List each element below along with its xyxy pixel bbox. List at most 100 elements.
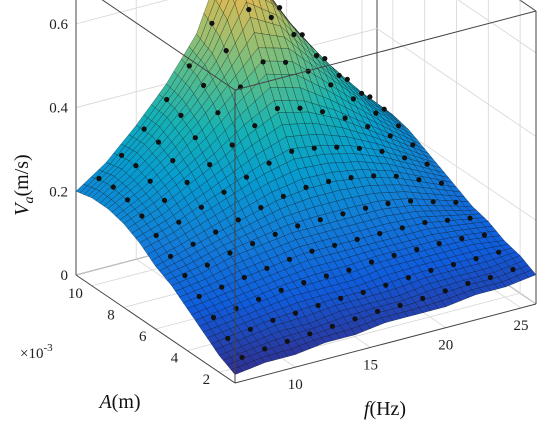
data-point — [402, 155, 408, 161]
data-point — [153, 232, 159, 238]
x-axis-label: f(Hz) — [364, 398, 406, 420]
data-point — [164, 96, 170, 103]
data-point — [344, 76, 350, 82]
data-point — [377, 230, 383, 237]
data-point — [178, 112, 184, 118]
data-point — [367, 94, 373, 100]
data-point — [233, 305, 239, 311]
data-point — [284, 338, 290, 344]
surface-cell — [230, 366, 243, 375]
data-point — [96, 175, 102, 182]
data-point — [465, 280, 471, 286]
z-tick-label: 0.4 — [49, 101, 68, 117]
data-point — [354, 236, 360, 242]
x-tick-label: 10 — [288, 377, 303, 393]
data-point — [336, 72, 342, 78]
data-point — [450, 261, 457, 268]
data-point — [510, 266, 516, 273]
data-point — [442, 288, 448, 294]
z-axis-label-sub: a — [22, 197, 37, 204]
data-point — [133, 163, 139, 169]
data-point — [397, 302, 403, 308]
data-point — [176, 219, 182, 225]
x-tick-label: 15 — [363, 357, 378, 373]
data-point — [147, 178, 153, 184]
data-point — [340, 211, 346, 217]
data-markers — [96, 5, 516, 360]
box-edge-front-floor-x — [234, 303, 537, 384]
axes-box-front — [75, 0, 537, 384]
data-point — [323, 273, 329, 279]
data-point — [352, 316, 358, 322]
data-point — [424, 161, 430, 167]
data-point — [246, 6, 252, 13]
data-point — [438, 180, 445, 186]
z-axis-label: Va(m/s) — [11, 154, 37, 215]
data-point — [170, 158, 176, 164]
data-point — [280, 193, 286, 199]
data-point — [368, 259, 375, 265]
data-point — [225, 335, 231, 341]
x-tick-label: 20 — [438, 338, 453, 354]
data-point — [315, 302, 321, 309]
data-point — [241, 274, 247, 280]
data-point — [215, 110, 221, 116]
data-point — [373, 110, 379, 116]
grid-line-z-backwall — [75, 0, 169, 25]
data-point — [110, 184, 116, 190]
data-point — [221, 189, 227, 195]
data-point — [209, 20, 215, 26]
data-point — [467, 215, 473, 221]
data-point — [201, 82, 207, 88]
data-point — [239, 354, 245, 360]
data-point — [416, 177, 422, 183]
y-tick-label: 6 — [139, 329, 147, 345]
y-axis-label-unit: (m) — [112, 391, 141, 413]
y-axis-label-var: A — [97, 391, 112, 413]
data-point — [381, 106, 387, 112]
data-point — [168, 253, 174, 259]
data-point — [141, 126, 147, 132]
data-point — [420, 295, 426, 301]
data-point — [487, 274, 493, 281]
data-point — [481, 232, 487, 238]
data-point — [196, 293, 202, 299]
data-point — [274, 105, 280, 112]
data-point — [408, 198, 414, 204]
data-point — [414, 246, 420, 252]
data-point — [250, 241, 256, 247]
data-point — [459, 235, 465, 242]
data-point — [444, 217, 451, 223]
data-point — [473, 256, 479, 262]
z-axis-label-var: V — [11, 201, 33, 216]
data-point — [383, 282, 389, 288]
data-point — [365, 124, 371, 130]
data-point — [213, 229, 219, 235]
y-tick-label: 4 — [171, 351, 179, 367]
data-point — [291, 31, 297, 38]
data-point — [303, 184, 309, 190]
data-point — [356, 145, 362, 151]
data-point — [405, 275, 411, 281]
x-axis-label-var: f — [364, 398, 372, 420]
data-point — [264, 265, 270, 271]
data-point — [301, 280, 307, 286]
data-point — [410, 142, 416, 148]
data-point — [295, 223, 301, 229]
data-point — [328, 82, 334, 88]
surface-cell — [232, 0, 237, 4]
data-point — [348, 175, 354, 181]
z-tick-label: 0.6 — [49, 17, 68, 33]
data-point — [319, 109, 326, 115]
data-point — [204, 262, 210, 268]
data-point — [277, 5, 283, 11]
box-edge-front-floor-y — [75, 274, 236, 384]
data-point — [299, 32, 305, 38]
data-point — [268, 14, 274, 20]
data-point — [496, 249, 502, 255]
data-point — [385, 200, 391, 207]
data-point — [338, 295, 344, 301]
data-point — [155, 139, 162, 145]
data-point — [184, 179, 190, 185]
